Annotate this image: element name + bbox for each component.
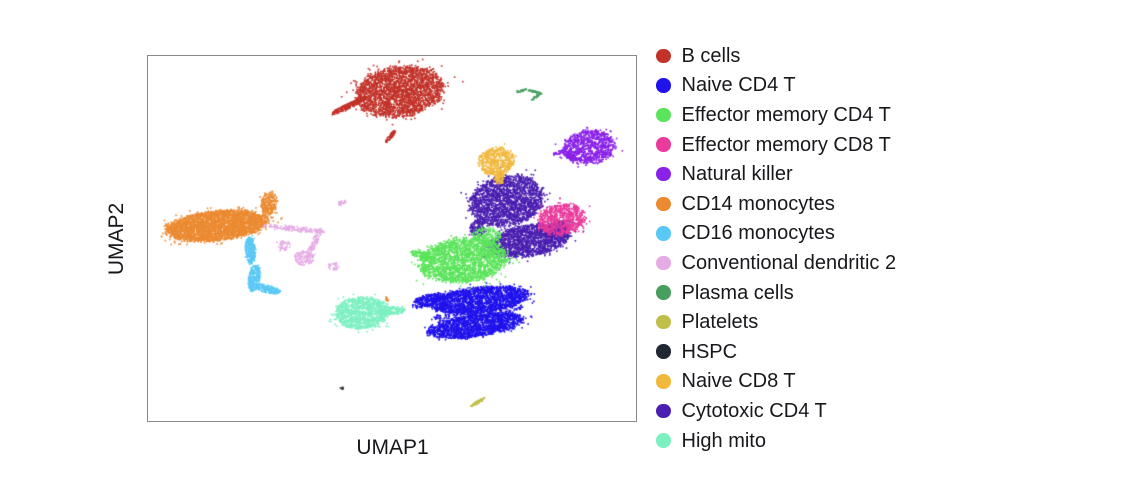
legend: B cells Naive CD4 T Effector memory CD4 T E… (656, 41, 896, 455)
legend-item-high-mito: High mito (656, 426, 896, 456)
legend-label: Effector memory CD8 T (681, 133, 891, 156)
legend-item-platelets: Platelets (656, 307, 896, 337)
legend-swatch-icon (656, 226, 671, 241)
legend-item-effector-memory-cd4-t: Effector memory CD4 T (656, 100, 896, 130)
legend-label: CD14 monocytes (681, 192, 835, 215)
legend-swatch-icon (656, 285, 671, 300)
legend-swatch-icon (656, 166, 671, 182)
legend-swatch-icon (656, 433, 671, 448)
plot-area (147, 55, 637, 422)
legend-label: Natural killer (681, 163, 793, 186)
legend-item-naive-cd8-t: Naive CD8 T (656, 367, 896, 397)
legend-label: Platelets (681, 311, 759, 334)
legend-label: Plasma cells (681, 281, 794, 304)
legend-swatch-icon (656, 374, 671, 389)
x-axis-label: UMAP1 (356, 436, 429, 459)
umap-scatter-canvas (148, 56, 636, 421)
legend-item-naive-cd4-t: Naive CD4 T (656, 71, 896, 101)
y-axis-label: UMAP2 (105, 202, 128, 276)
legend-item-cd16-monocytes: CD16 monocytes (656, 219, 896, 249)
legend-item-b-cells: B cells (656, 41, 896, 71)
legend-item-cd14-monocytes: CD14 monocytes (656, 189, 896, 219)
legend-swatch-icon (656, 107, 671, 123)
legend-label: Conventional dendritic 2 (681, 251, 897, 274)
legend-swatch-icon (656, 78, 671, 93)
legend-swatch-icon (656, 344, 671, 359)
legend-label: HSPC (681, 340, 738, 363)
legend-label: High mito (681, 429, 766, 452)
legend-swatch-icon (656, 255, 671, 271)
legend-swatch-icon (656, 48, 671, 64)
legend-item-natural-killer: Natural killer (656, 159, 896, 189)
legend-label: CD16 monocytes (681, 222, 835, 245)
legend-label: Naive CD4 T (681, 74, 796, 97)
legend-item-hspc: HSPC (656, 337, 896, 367)
legend-item-conventional-dendritic-2: Conventional dendritic 2 (656, 248, 896, 278)
legend-item-effector-memory-cd8-t: Effector memory CD8 T (656, 130, 896, 160)
legend-label: B cells (681, 44, 741, 67)
legend-item-cytotoxic-cd4-t: Cytotoxic CD4 T (656, 396, 896, 426)
legend-swatch-icon (656, 314, 671, 330)
legend-label: Naive CD8 T (681, 370, 796, 393)
legend-swatch-icon (656, 137, 671, 152)
legend-swatch-icon (656, 196, 671, 212)
legend-item-plasma-cells: Plasma cells (656, 278, 896, 308)
legend-swatch-icon (656, 403, 671, 419)
legend-label: Effector memory CD4 T (681, 103, 891, 126)
legend-label: Cytotoxic CD4 T (681, 399, 827, 422)
